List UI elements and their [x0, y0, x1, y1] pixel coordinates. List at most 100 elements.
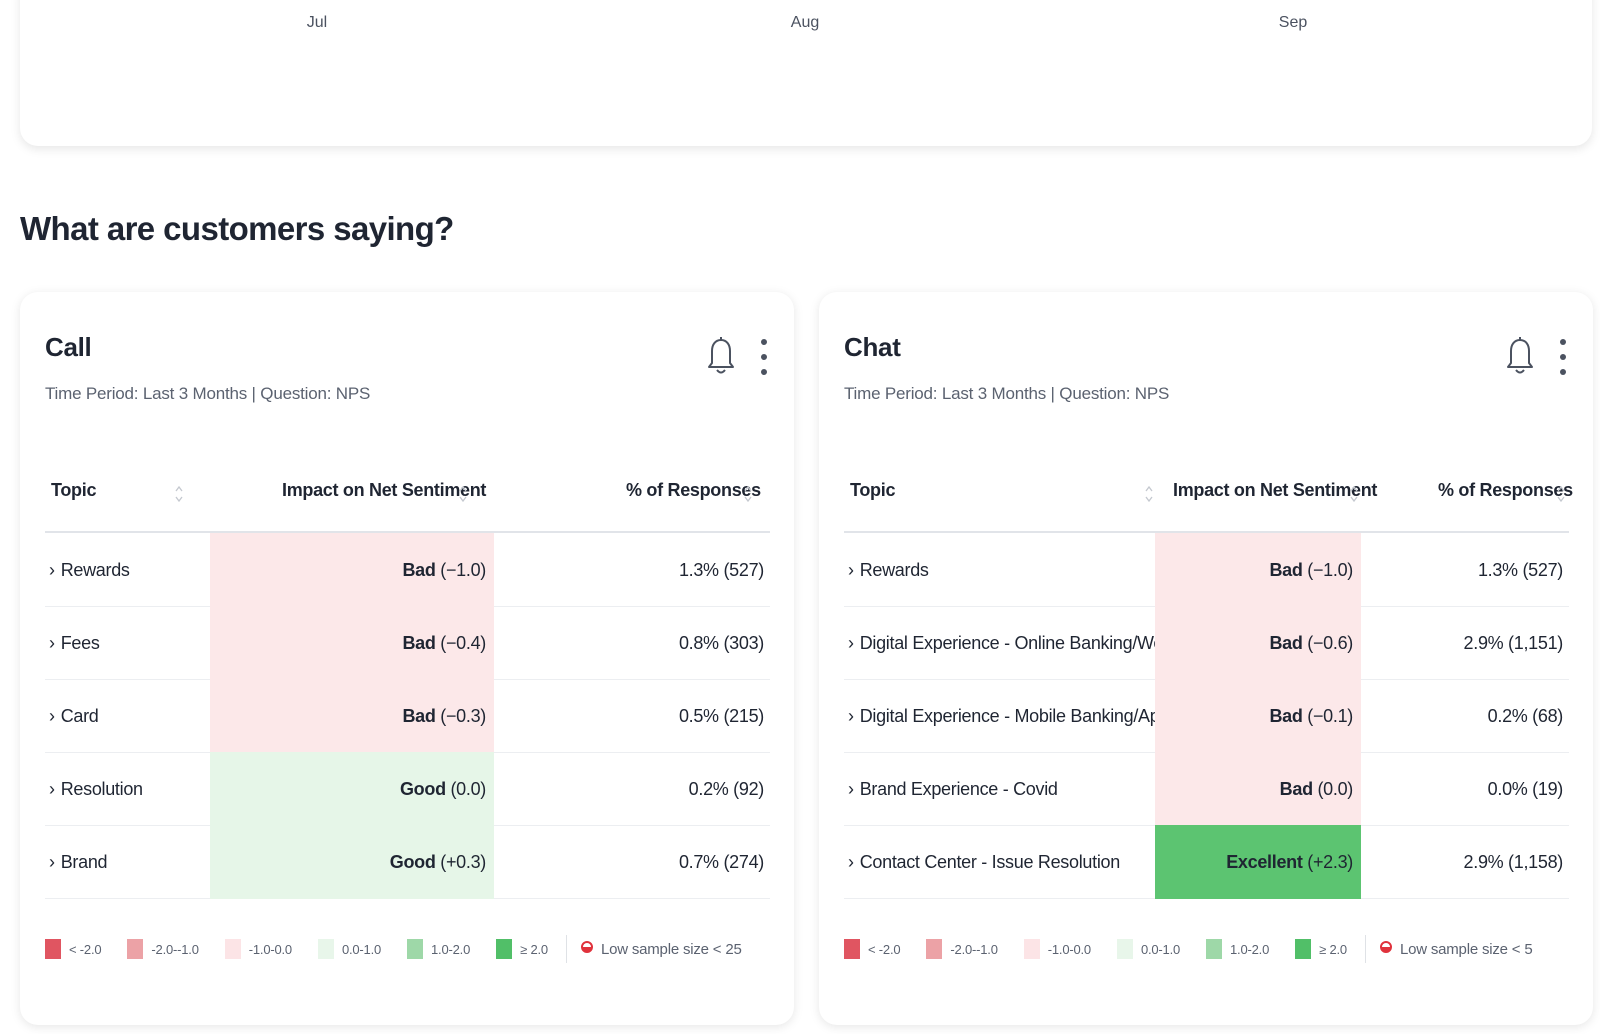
topic-cell[interactable]: › Brand — [49, 825, 108, 899]
sort-icon[interactable] — [1556, 482, 1566, 506]
column-header-impact[interactable]: Impact on Net Sentiment — [1173, 480, 1378, 500]
impact-rating: Bad — [1279, 779, 1313, 799]
legend-swatch — [317, 939, 334, 959]
legend-label: ≥ 2.0 — [1319, 941, 1347, 957]
impact-rating: Bad — [402, 633, 436, 653]
table-row[interactable]: › Rewards Bad (−1.0) 1.3% (527) — [45, 533, 770, 607]
more-options-icon[interactable] — [1559, 338, 1567, 376]
sort-icon[interactable] — [1144, 482, 1154, 506]
table-row[interactable]: › Rewards Bad (−1.0) 1.3% (527) — [844, 533, 1569, 607]
topic-label: Resolution — [60, 779, 143, 799]
table-row[interactable]: › Digital Experience - Online Banking/Web… — [844, 606, 1569, 680]
sort-icon[interactable] — [174, 482, 184, 506]
chevron-right-icon[interactable]: › — [49, 706, 55, 726]
low-sample-label: Low sample size < 5 — [1399, 940, 1533, 958]
sort-icon[interactable] — [1349, 482, 1359, 506]
topic-cell[interactable]: › Resolution — [49, 752, 143, 826]
chevron-right-icon[interactable]: › — [848, 706, 854, 726]
chevron-right-icon[interactable]: › — [848, 852, 854, 872]
header-divider — [45, 531, 770, 533]
column-header-responses[interactable]: % of Responses — [626, 480, 761, 500]
topic-cell[interactable]: › Contact Center - Issue Resolution — [848, 825, 1120, 899]
topic-label: Rewards — [859, 560, 929, 580]
impact-score: (−1.0) — [1307, 560, 1353, 580]
legend-label: < -2.0 — [868, 941, 901, 957]
impact-cell: Excellent (+2.3) — [1155, 825, 1361, 899]
table-row[interactable]: › Brand Good (+0.3) 0.7% (274) — [45, 825, 770, 899]
impact-score: (−0.6) — [1307, 633, 1353, 653]
table-row[interactable]: › Digital Experience - Mobile Banking/App… — [844, 679, 1569, 753]
topic-cell[interactable]: › Rewards — [49, 533, 130, 607]
legend-label: 1.0-2.0 — [431, 941, 471, 957]
legend-label: 0.0-1.0 — [341, 941, 382, 957]
impact-rating: Good — [389, 852, 436, 872]
low-sample-legend: Low sample size < 5 — [1379, 940, 1533, 958]
topic-cell[interactable]: › Card — [49, 679, 99, 753]
legend-item: -1.0-0.0 — [1023, 939, 1091, 959]
chevron-right-icon[interactable]: › — [49, 633, 55, 653]
legend-swatch — [407, 939, 424, 959]
topic-cell[interactable]: › Brand Experience - Covid — [848, 752, 1058, 826]
legend-label: -1.0-0.0 — [248, 941, 292, 957]
table-row[interactable]: › Card Bad (−0.3) 0.5% (215) — [45, 679, 770, 753]
topic-cell[interactable]: › Digital Experience - Mobile Banking/App — [848, 679, 1169, 753]
column-header-topic[interactable]: Topic — [51, 480, 97, 500]
impact-rating: Bad — [1269, 706, 1303, 726]
topic-label: Brand Experience - Covid — [859, 779, 1058, 799]
legend-swatch — [926, 939, 943, 959]
table-row[interactable]: › Fees Bad (−0.4) 0.8% (303) — [45, 606, 770, 680]
legend-swatch — [45, 939, 61, 959]
legend-label: 0.0-1.0 — [1140, 941, 1181, 957]
legend-item: 1.0-2.0 — [407, 939, 470, 959]
legend-label: 1.0-2.0 — [1230, 941, 1270, 957]
table-row[interactable]: › Contact Center - Issue Resolution Excell… — [844, 825, 1569, 899]
low-sample-icon — [580, 941, 593, 953]
topic-cell[interactable]: › Rewards — [848, 533, 929, 607]
legend-swatch — [1116, 939, 1133, 959]
trend-chart-card: Jul Aug Sep — [20, 0, 1592, 146]
legend-item: < -2.0 — [45, 939, 102, 959]
legend-item: 0.0-1.0 — [317, 939, 382, 959]
column-header-topic[interactable]: Topic — [850, 480, 896, 500]
call-topics-card: Call Time Period: Last 3 Months | Questi… — [20, 292, 794, 1025]
bell-icon[interactable] — [707, 336, 735, 378]
card-subtitle: Time Period: Last 3 Months | Question: N… — [844, 384, 1170, 403]
legend-divider — [1364, 935, 1366, 963]
low-sample-legend: Low sample size < 25 — [580, 941, 742, 958]
legend-swatch — [1023, 939, 1040, 959]
topic-cell[interactable]: › Fees — [49, 606, 100, 680]
column-header-impact[interactable]: Impact on Net Sentiment — [282, 480, 487, 500]
header-divider — [844, 531, 1569, 533]
legend-swatch — [127, 939, 144, 959]
impact-cell: Bad (−0.4) — [210, 606, 494, 680]
topic-cell[interactable]: › Digital Experience - Online Banking/Web… — [848, 606, 1200, 680]
legend-swatch — [1295, 939, 1312, 959]
impact-cell: Bad (0.0) — [1155, 752, 1361, 826]
sort-icon[interactable] — [743, 482, 753, 506]
column-header-responses[interactable]: % of Responses — [1438, 480, 1573, 500]
responses-cell: 1.3% (527) — [678, 560, 764, 580]
chevron-right-icon[interactable]: › — [848, 560, 854, 580]
legend-swatch — [224, 939, 241, 959]
chevron-right-icon[interactable]: › — [848, 633, 854, 653]
responses-cell: 0.8% (303) — [678, 633, 764, 653]
impact-legend: < -2.0 -2.0--1.0 -1.0-0.0 0.0-1.0 1.0-2.0 ≥ 2… — [844, 935, 1533, 963]
responses-cell: 0.5% (215) — [678, 706, 764, 726]
topic-label: Digital Experience - Online Banking/Webs… — [859, 633, 1200, 653]
legend-item: -2.0--1.0 — [926, 939, 998, 959]
chevron-right-icon[interactable]: › — [49, 560, 55, 580]
sort-icon[interactable] — [458, 482, 468, 506]
chevron-right-icon[interactable]: › — [848, 779, 854, 799]
impact-score: (0.0) — [1317, 779, 1353, 799]
table-row[interactable]: › Resolution Good (0.0) 0.2% (92) — [45, 752, 770, 826]
impact-rating: Bad — [1269, 633, 1303, 653]
legend-label: -2.0--1.0 — [950, 941, 998, 957]
more-options-icon[interactable] — [760, 338, 768, 376]
bell-icon[interactable] — [1506, 336, 1534, 378]
chat-topics-card: Chat Time Period: Last 3 Months | Questi… — [819, 292, 1593, 1025]
chevron-right-icon[interactable]: › — [49, 779, 55, 799]
table-row[interactable]: › Brand Experience - Covid Bad (0.0) 0.0% (… — [844, 752, 1569, 826]
impact-score: (−0.4) — [440, 633, 486, 653]
topic-label: Brand — [60, 852, 108, 872]
chevron-right-icon[interactable]: › — [49, 852, 55, 872]
